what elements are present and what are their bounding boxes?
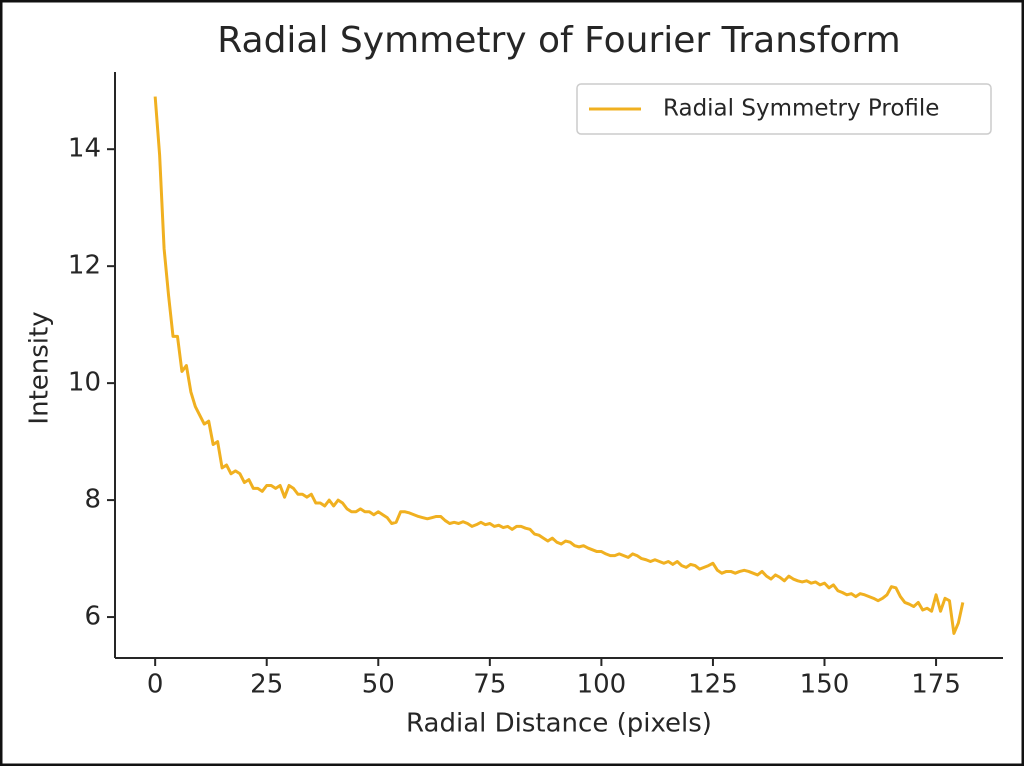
legend-box [576,83,992,135]
x-tick-label: 150 [800,670,850,700]
y-tick-label: 8 [84,485,101,515]
y-tick-label: 6 [84,602,101,632]
x-tick-label: 125 [688,670,738,700]
y-tick-label: 14 [68,134,101,164]
x-tick-label: 25 [250,670,283,700]
legend-label: Radial Symmetry Profile [663,96,939,122]
x-tick-label: 175 [911,670,961,700]
y-tick-label: 12 [68,251,101,281]
x-tick-label: 100 [577,670,627,700]
x-tick-label: 0 [147,670,164,700]
y-axis-label: Intensity [25,311,55,424]
x-axis-label: Radial Distance (pixels) [406,709,712,739]
y-tick-label: 10 [68,368,101,398]
data-line [153,96,965,635]
x-tick-label: 50 [362,670,395,700]
chart-title: Radial Symmetry of Fourier Transform [217,20,900,61]
x-tick-label: 75 [473,670,506,700]
